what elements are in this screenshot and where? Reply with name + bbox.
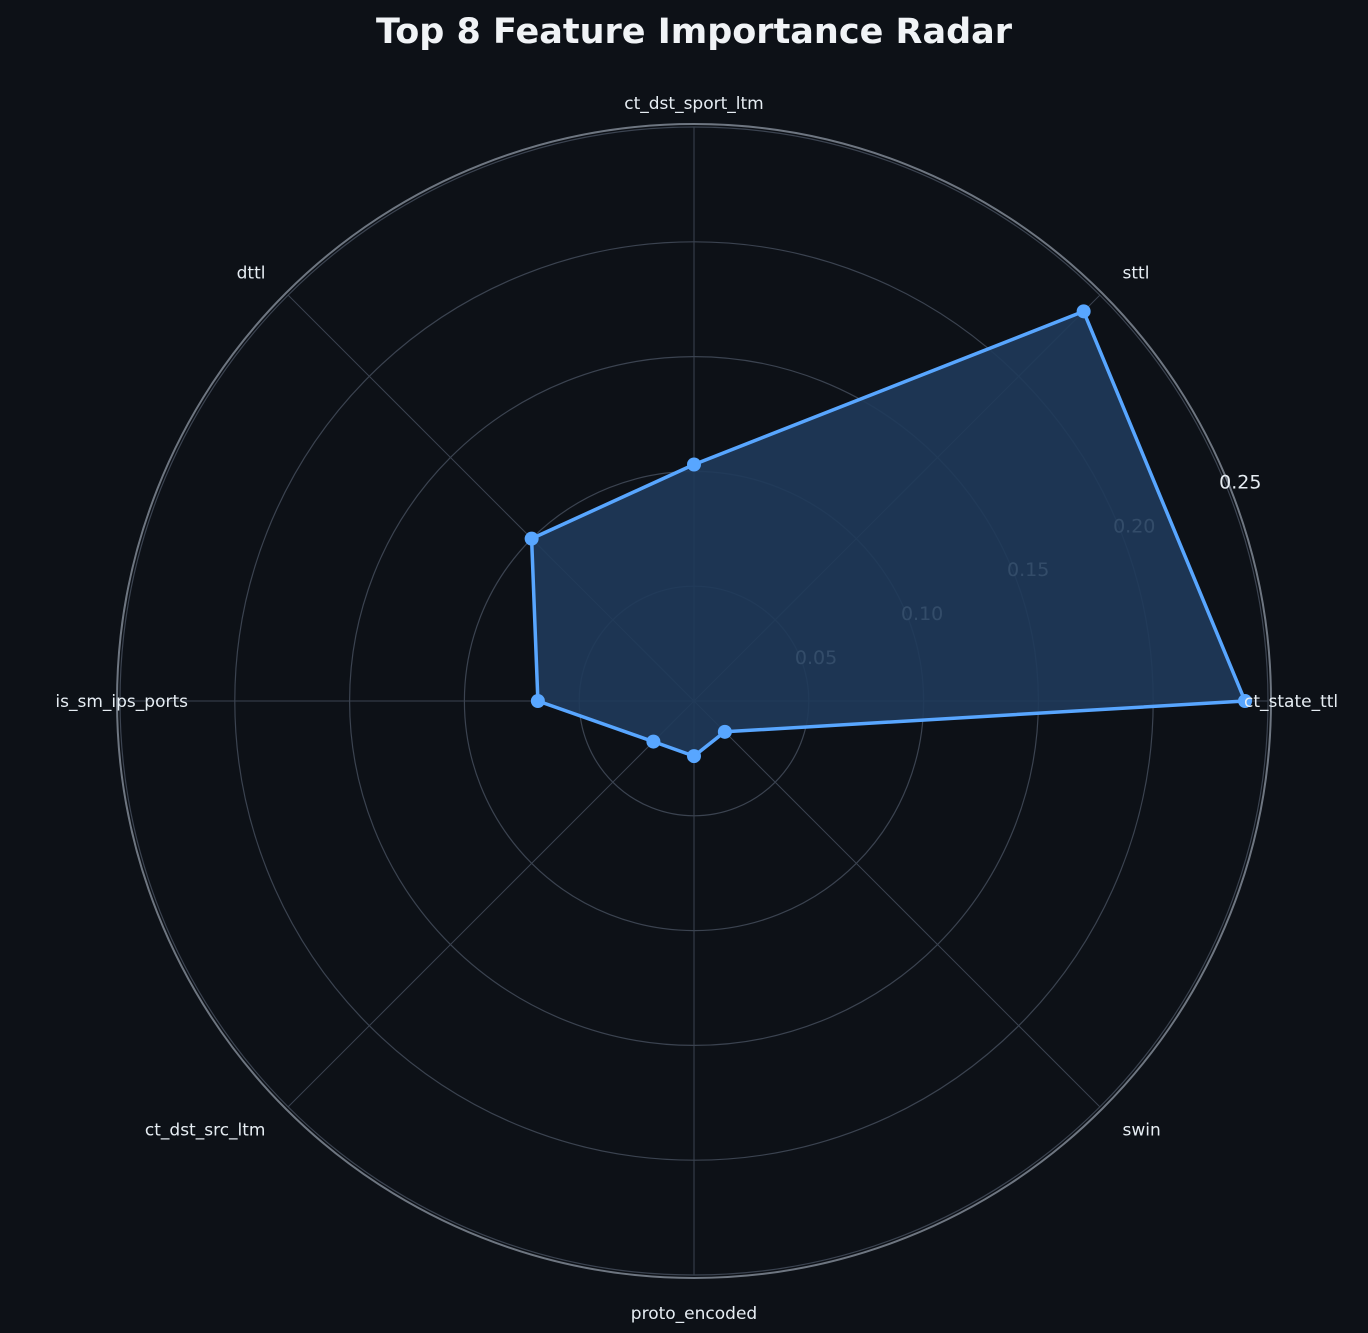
category-label-is-sm-ips-ports: is_sm_ips_ports bbox=[55, 692, 188, 712]
grid-ring-0-25 bbox=[119, 126, 1269, 1276]
point-sttl bbox=[1076, 304, 1091, 319]
point-is-sm-ips-ports bbox=[530, 694, 545, 708]
point-ct-state-ttl bbox=[1238, 694, 1253, 708]
spoke-ct-dst-src-ltm bbox=[287, 700, 695, 1108]
category-label-ct-state-ttl: ct_state_ttl bbox=[1244, 692, 1338, 712]
point-dttl bbox=[524, 531, 539, 546]
point-ct-dst-sport-ltm bbox=[687, 457, 701, 472]
point-proto-encoded bbox=[687, 749, 701, 764]
category-label-ct-dst-sport-ltm: ct_dst_sport_ltm bbox=[624, 94, 763, 114]
series-layer bbox=[524, 304, 1253, 764]
point-swin bbox=[717, 724, 732, 739]
r-tick-0-25: 0.25 bbox=[1219, 471, 1261, 493]
spoke-swin bbox=[693, 700, 1101, 1108]
chart-title: Top 8 Feature Importance Radar bbox=[376, 12, 1013, 52]
point-ct-dst-src-ltm bbox=[646, 734, 661, 749]
series-area bbox=[531, 311, 1245, 757]
category-label-swin: swin bbox=[1123, 1121, 1161, 1141]
category-label-sttl: sttl bbox=[1123, 263, 1150, 283]
category-label-dttl: dttl bbox=[237, 263, 266, 283]
category-label-ct-dst-src-ltm: ct_dst_src_ltm bbox=[145, 1121, 266, 1141]
outer-frame bbox=[116, 123, 1272, 1279]
category-label-proto-encoded: proto_encoded bbox=[631, 1304, 757, 1324]
